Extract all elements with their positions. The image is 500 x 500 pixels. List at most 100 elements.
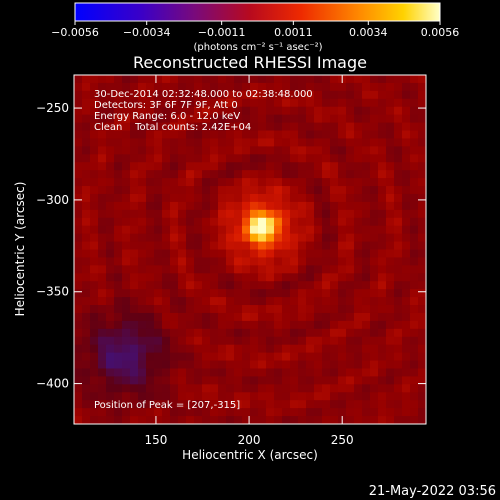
heatmap-cell <box>330 312 339 322</box>
heatmap-cell <box>338 217 347 227</box>
heatmap-cell <box>138 217 147 227</box>
heatmap-cell <box>74 289 83 298</box>
heatmap-cell <box>90 82 99 92</box>
heatmap-cell <box>90 98 99 108</box>
heatmap-cell <box>226 257 235 266</box>
heatmap-cell <box>146 416 155 424</box>
heatmap-cell <box>322 82 331 92</box>
heatmap-cell <box>218 281 227 290</box>
heatmap-cell <box>82 344 91 354</box>
heatmap-cell <box>178 368 187 378</box>
heatmap-cell <box>178 186 187 195</box>
heatmap-cell <box>210 384 219 393</box>
heatmap-cell <box>258 305 267 314</box>
heatmap-cell <box>98 265 107 274</box>
heatmap-cell <box>194 170 203 179</box>
heatmap-cell <box>138 186 147 195</box>
heatmap-cell <box>346 122 355 132</box>
heatmap-cell <box>250 178 259 187</box>
heatmap-cell <box>98 146 107 155</box>
heatmap-cell <box>298 90 307 100</box>
heatmap-cell <box>162 328 171 338</box>
heatmap-cell <box>234 90 243 100</box>
heatmap-cell <box>298 217 307 227</box>
heatmap-cell <box>218 90 227 100</box>
heatmap-cell <box>226 336 235 346</box>
heatmap-cell <box>410 154 419 163</box>
heatmap-cell <box>410 178 419 187</box>
heatmap-cell <box>194 193 203 203</box>
heatmap-cell <box>394 416 403 424</box>
heatmap-cell <box>178 130 187 140</box>
heatmap-cell <box>194 368 203 378</box>
heatmap-cell <box>370 114 379 124</box>
heatmap-cell <box>410 265 419 274</box>
heatmap-cell <box>202 146 211 155</box>
heatmap-cell <box>322 400 331 409</box>
heatmap-cell <box>330 289 339 298</box>
heatmap-cell <box>210 186 219 195</box>
heatmap-cell <box>346 297 355 306</box>
heatmap-cell <box>394 122 403 132</box>
heatmap-cell <box>138 178 147 187</box>
heatmap-cell <box>74 408 83 417</box>
heatmap-cell <box>130 297 139 306</box>
heatmap-cell <box>186 400 195 409</box>
heatmap-cell <box>402 130 411 140</box>
heatmap-cell <box>314 75 323 84</box>
heatmap-cell <box>322 75 331 84</box>
heatmap-cell <box>338 162 347 171</box>
heatmap-cell <box>322 360 331 370</box>
heatmap-cell <box>394 384 403 393</box>
heatmap-cell <box>266 400 275 409</box>
heatmap-cell <box>282 130 291 140</box>
heatmap-cell <box>130 154 139 163</box>
heatmap-cell <box>418 138 426 147</box>
heatmap-cell <box>418 114 426 124</box>
heatmap-cell <box>418 170 426 179</box>
heatmap-cell <box>394 225 403 235</box>
heatmap-cell <box>346 114 355 124</box>
heatmap-cell <box>274 352 283 362</box>
heatmap-cell <box>250 233 259 243</box>
heatmap-cell <box>170 281 179 290</box>
heatmap-cell <box>410 138 419 147</box>
heatmap-cell <box>138 193 147 203</box>
heatmap-cell <box>218 376 227 385</box>
heatmap-cell <box>266 320 275 330</box>
heatmap-cell <box>226 408 235 417</box>
heatmap-cell <box>178 114 187 124</box>
heatmap-cell <box>146 114 155 124</box>
heatmap-cell <box>402 281 411 290</box>
heatmap-cell <box>418 193 426 203</box>
heatmap-cell <box>170 376 179 385</box>
heatmap-cell <box>370 90 379 100</box>
heatmap-cell <box>370 384 379 393</box>
heatmap-cell <box>194 186 203 195</box>
heatmap-cell <box>162 90 171 100</box>
heatmap-cell <box>98 416 107 424</box>
heatmap-cell <box>402 368 411 378</box>
heatmap-cell <box>410 320 419 330</box>
heatmap-cell <box>386 209 395 219</box>
heatmap-cell <box>130 114 139 124</box>
heatmap-cell <box>130 186 139 195</box>
heatmap-cell <box>258 75 267 84</box>
heatmap-cell <box>314 106 323 116</box>
heatmap-cell <box>418 328 426 338</box>
info-annotations: 30-Dec-2014 02:32:48.000 to 02:38:48.000… <box>94 89 313 411</box>
heatmap-cell <box>170 90 179 100</box>
heatmap-cell <box>290 122 299 132</box>
heatmap-cell <box>330 217 339 227</box>
heatmap-cell <box>354 201 363 211</box>
heatmap-cell <box>242 186 251 195</box>
heatmap-cell <box>306 170 315 179</box>
heatmap-cell <box>386 392 395 401</box>
heatmap-cell <box>98 281 107 290</box>
heatmap-cell <box>258 130 267 140</box>
heatmap-cell <box>290 162 299 171</box>
heatmap-cell <box>402 320 411 330</box>
heatmap-cell <box>130 392 139 401</box>
heatmap-cell <box>138 90 147 100</box>
heatmap-cell <box>138 281 147 290</box>
